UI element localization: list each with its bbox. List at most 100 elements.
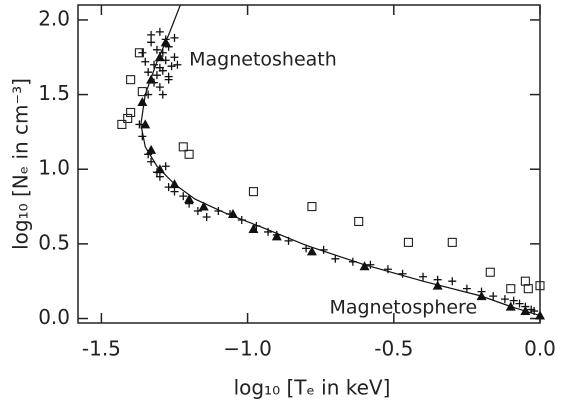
plus-point bbox=[150, 60, 159, 69]
x-tick-label: -1.5 bbox=[82, 337, 121, 361]
triangle-point bbox=[137, 97, 148, 107]
plus-point bbox=[164, 72, 173, 81]
triangle-point bbox=[306, 246, 317, 256]
plus-point bbox=[398, 269, 407, 278]
square-point bbox=[520, 276, 530, 286]
plus-point bbox=[500, 295, 509, 304]
triangle-point bbox=[140, 119, 151, 129]
square-point bbox=[403, 237, 413, 247]
plus-point bbox=[170, 53, 179, 62]
triangle-point bbox=[271, 231, 282, 241]
plus-point bbox=[152, 45, 161, 54]
y-tick-label: 1.0 bbox=[38, 156, 70, 180]
plus-point bbox=[366, 260, 375, 269]
plus-point bbox=[348, 257, 357, 266]
square-point bbox=[523, 284, 533, 294]
square-point bbox=[447, 237, 457, 247]
plus-point bbox=[152, 71, 161, 80]
triangle-point bbox=[359, 261, 370, 271]
annotation: Magnetosphere bbox=[329, 297, 477, 319]
triangle-point bbox=[227, 209, 238, 219]
triangle-point bbox=[154, 52, 165, 62]
square-point bbox=[123, 113, 133, 124]
plus-point bbox=[448, 277, 457, 286]
plus-point bbox=[462, 284, 471, 293]
x-tick-label: 0.0 bbox=[524, 337, 556, 361]
square-point bbox=[137, 87, 147, 97]
plus-point bbox=[155, 83, 164, 92]
plus-point bbox=[489, 292, 498, 301]
plus-point bbox=[383, 265, 392, 274]
x-tick-label: -0.5 bbox=[374, 337, 413, 361]
plus-point bbox=[302, 244, 311, 253]
square-point bbox=[535, 281, 545, 291]
plot-frame bbox=[77, 4, 541, 324]
y-tick-label: 1.5 bbox=[38, 81, 70, 105]
triangle-point bbox=[154, 164, 165, 174]
triangle-point bbox=[248, 223, 259, 233]
triangle-point bbox=[146, 144, 157, 154]
triangle-point bbox=[146, 74, 157, 84]
plus-point bbox=[193, 207, 202, 216]
triangle-point bbox=[160, 37, 171, 47]
square-point bbox=[178, 142, 188, 152]
plus-point bbox=[237, 215, 246, 224]
triangle-point bbox=[184, 194, 195, 204]
plus-point bbox=[141, 57, 150, 66]
square-point bbox=[248, 187, 258, 197]
plus-point bbox=[173, 60, 182, 69]
plus-point bbox=[202, 213, 211, 221]
square-point bbox=[126, 75, 136, 85]
square-point bbox=[506, 284, 516, 294]
plus-point bbox=[138, 132, 147, 141]
square-point bbox=[354, 216, 364, 227]
plus-point bbox=[264, 227, 273, 236]
y-tick-label: 0.0 bbox=[38, 305, 70, 329]
triangle-point bbox=[432, 280, 443, 290]
plus-point bbox=[144, 90, 153, 99]
plus-point bbox=[147, 38, 156, 47]
square-point bbox=[184, 149, 194, 159]
plus-point bbox=[167, 62, 176, 71]
plus-point bbox=[179, 192, 188, 201]
plus-point bbox=[170, 187, 179, 196]
plus-point bbox=[135, 120, 144, 129]
square-point bbox=[117, 119, 127, 129]
plus-point bbox=[331, 254, 340, 263]
plus-point bbox=[147, 157, 156, 166]
plus-point bbox=[515, 299, 524, 308]
square-point bbox=[134, 48, 144, 58]
triangle-point bbox=[535, 310, 545, 320]
square-point bbox=[307, 201, 317, 212]
plus-point bbox=[155, 27, 164, 36]
plus-point bbox=[155, 172, 164, 181]
y-tick-label: 0.5 bbox=[38, 230, 70, 254]
square-point bbox=[126, 107, 136, 118]
annotation: Magnetosheath bbox=[189, 49, 337, 71]
triangle-point bbox=[476, 291, 487, 301]
plus-point bbox=[147, 30, 156, 39]
plus-point bbox=[170, 33, 179, 42]
plus-point bbox=[214, 207, 223, 216]
y-axis-label: log₁₀ [Nₑ in cm⁻³] bbox=[9, 78, 33, 250]
plus-point bbox=[144, 68, 153, 77]
plus-point bbox=[509, 296, 518, 305]
triangle-point bbox=[198, 201, 209, 211]
plus-point bbox=[158, 66, 167, 75]
triangle-point bbox=[169, 179, 180, 189]
plus-point bbox=[319, 245, 328, 254]
plus-point bbox=[530, 307, 539, 316]
plus-point bbox=[161, 162, 170, 171]
plus-point bbox=[419, 272, 428, 281]
plus-point bbox=[158, 90, 167, 99]
x-axis-label: log₁₀ [Tₑ in keV] bbox=[234, 376, 391, 400]
y-tick-label: 2.0 bbox=[38, 6, 70, 30]
triangle-point bbox=[520, 306, 531, 316]
plus-point bbox=[284, 236, 293, 245]
triangle-point bbox=[505, 301, 516, 311]
square-point bbox=[485, 267, 495, 277]
plus-point bbox=[138, 48, 147, 57]
x-tick-label: −1.0 bbox=[223, 337, 272, 361]
